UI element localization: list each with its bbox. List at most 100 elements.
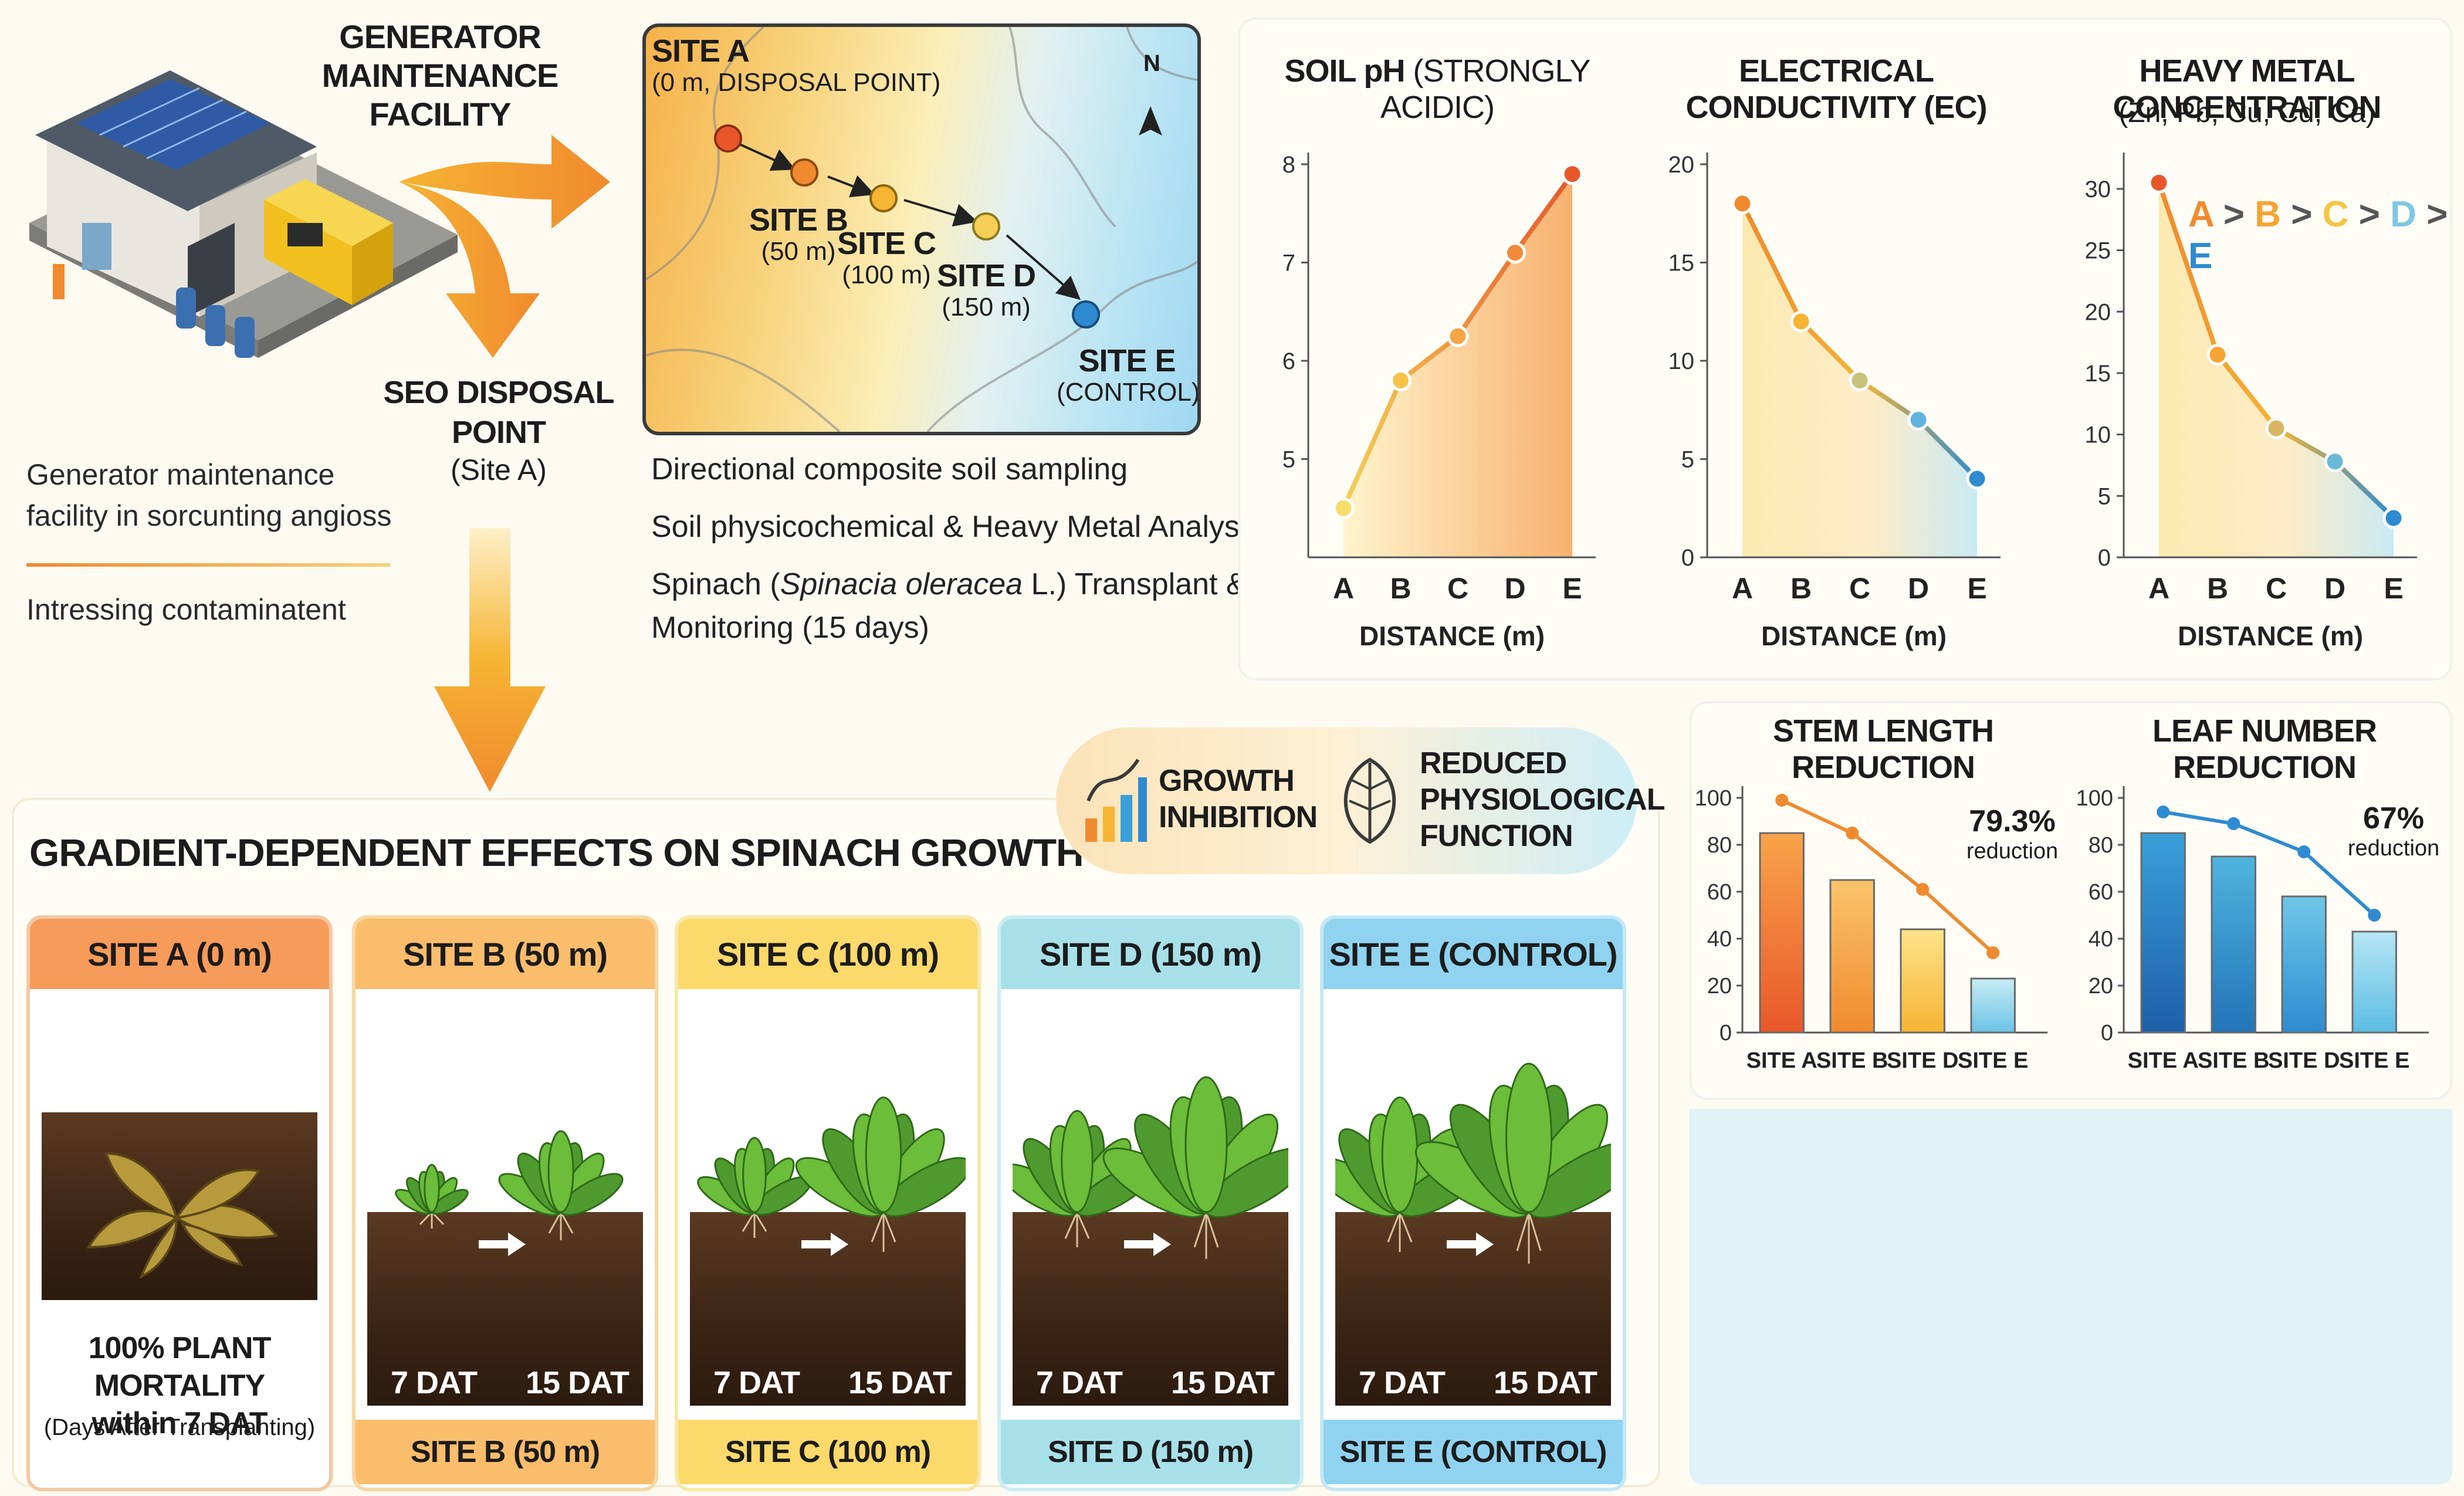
chart-0-point-B — [1390, 370, 1412, 391]
hm-order-gt-1: > — [2223, 194, 2245, 235]
growth-arrow-icon — [801, 1233, 848, 1256]
leaf-annotation-label: reduction — [2347, 836, 2440, 861]
growth-chart-icon — [1085, 759, 1147, 842]
bar-chart-3-trend-point-3 — [1986, 946, 2000, 959]
facility-title-line-3: FACILITY — [369, 96, 512, 133]
site-a-marker[interactable] — [714, 124, 742, 153]
site-e-name: SITE E — [1078, 343, 1176, 378]
site-d-name: SITE D — [936, 258, 1036, 293]
bar-chart-3-trend-point-0 — [1775, 794, 1789, 807]
chart-1-point-C — [1849, 370, 1871, 391]
chart-2-ytick-label: 25 — [2085, 238, 2111, 264]
leaf-annotation: 67% reduction — [2341, 801, 2446, 861]
bar-chart-3-xtick-label: SITE B — [1816, 1048, 1888, 1073]
site-a-name: SITE A — [652, 33, 750, 69]
bar-chart-4-trend-point-2 — [2297, 845, 2311, 858]
arrow-to-map-icon — [399, 135, 610, 229]
chart-2-point-D — [2324, 451, 2346, 473]
site-card-3-dat-15: 15 DAT — [1171, 1365, 1275, 1400]
method-3: Spinach (Spinacia oleracea L.) Transplan… — [651, 567, 1247, 602]
bar-chart-4-bar-2 — [2281, 895, 2327, 1034]
bar-chart-3-trend-point-1 — [1846, 827, 1859, 840]
stem-chart-title: STEM LENGTH REDUCTION — [1773, 713, 1994, 785]
bar-chart-4-bar-0 — [2140, 832, 2186, 1034]
chart-0-xtick-label: D — [1504, 572, 1525, 605]
chart-1-xtick-label: B — [1791, 572, 1812, 605]
hm-order-gt-3: > — [2358, 194, 2380, 235]
site-a-map-label: SITE A (0 m, DISPOSAL POINT) — [652, 34, 940, 97]
site-c-name: SITE C — [837, 226, 936, 261]
chart-2-xlabel: DISTANCE (m) — [2178, 621, 2363, 651]
chart-2-point-C — [2265, 417, 2287, 439]
legend-gradient-line — [26, 563, 390, 567]
method-1: Directional composite soil sampling — [651, 452, 1128, 486]
site-card-2-head: SITE C (100 m) — [678, 919, 977, 989]
compass-label: N — [1143, 50, 1160, 76]
leaf-annotation-value: 67% — [2363, 801, 2425, 835]
chart-0-ytick-label: 6 — [1282, 348, 1295, 374]
site-card-4-head: SITE E (CONTROL) — [1324, 919, 1623, 989]
site-e-sub: (CONTROL) — [1057, 378, 1200, 407]
chart-1-point-D — [1907, 409, 1930, 431]
site-b-name: SITE B — [749, 202, 848, 238]
sampling-map: N SITE A (0 m, DISPOSAL POINT) SITE B (5… — [642, 23, 1201, 435]
site-b-marker[interactable] — [790, 158, 818, 187]
spinach-7dat-icon — [395, 1164, 469, 1228]
chart-1-xtick-label: C — [1849, 572, 1870, 605]
site-d-marker[interactable] — [972, 212, 1000, 241]
bar-chart-4-xtick-label: SITE A — [2128, 1048, 2199, 1073]
chart-2-point-E — [2382, 507, 2405, 529]
site-card-1-foot: SITE B (50 m) — [356, 1420, 655, 1484]
badge-physio-line-2: PHYSIOLOGICAL — [1420, 783, 1665, 817]
chart-1-ytick-label: 20 — [1668, 152, 1695, 178]
site-e-marker[interactable] — [1072, 300, 1100, 329]
site-card-2-foot: SITE C (100 m) — [678, 1420, 977, 1484]
arrow-to-disposal-icon — [399, 182, 540, 358]
ph-title: SOIL pH — [1284, 53, 1405, 89]
chart-2-ytick-label: 20 — [2085, 299, 2111, 325]
hm-order-d: D — [2390, 194, 2416, 235]
bar-chart-4-xtick-label: SITE B — [2198, 1048, 2269, 1073]
site-card-4-plants — [1335, 1062, 1611, 1264]
site-card-1: SITE B (50 m) 7 DAT 15 DAT SITE B (50 m) — [352, 915, 658, 1491]
chart-1-ytick-label: 0 — [1681, 545, 1694, 571]
ec-chart-title: ELECTRICAL CONDUCTIVITY (EC) — [1685, 53, 1987, 125]
site-a-sub: (0 m, DISPOSAL POINT) — [652, 68, 941, 97]
bar-chart-4-ytick-label: 0 — [2101, 1021, 2113, 1045]
growth-arrow-icon — [1447, 1233, 1494, 1256]
chart-0-xtick-label: B — [1390, 572, 1411, 605]
site-card-4-dat-7: 7 DAT — [1359, 1365, 1446, 1400]
bar-chart-4-ytick-label: 80 — [2089, 833, 2113, 858]
site-a-mortality-note: (Days After Transplanting) — [43, 1414, 316, 1440]
chart-2-xtick-label: A — [2148, 572, 2169, 605]
chart-0-point-E — [1561, 163, 1583, 185]
chart-1-point-E — [1966, 468, 1988, 490]
site-card-1-head: SITE B (50 m) — [356, 919, 655, 989]
hm-order-c: C — [2322, 194, 2349, 235]
bar-chart-4-bar-3 — [2351, 930, 2397, 1034]
chart-2-point-B — [2206, 344, 2229, 366]
site-d-sub: (150 m) — [942, 293, 1031, 321]
badge-growth-line-1: GROWTH — [1159, 764, 1295, 798]
chart-2-ytick-label: 5 — [2098, 483, 2111, 509]
site-card-3-head: SITE D (150 m) — [1001, 919, 1300, 989]
leaf-chart-title: LEAF NUMBER REDUCTION — [2152, 713, 2377, 785]
bar-chart-4-ytick-label: 100 — [2076, 786, 2113, 811]
chart-2-ytick-label: 10 — [2085, 422, 2111, 448]
site-a-mortality-line-2: within 7 DAT — [92, 1406, 268, 1440]
growth-arrow-icon — [1124, 1233, 1171, 1256]
site-b-map-label: SITE B (50 m) — [734, 203, 863, 266]
chart-0-point-A — [1332, 497, 1355, 519]
site-a-mortality-line-1: 100% PLANT MORTALITY — [88, 1331, 272, 1403]
bar-chart-4-ytick-label: 60 — [2089, 880, 2113, 905]
badge-growth-text: GROWTH INHIBITION — [1159, 763, 1318, 835]
site-card-3-plants — [1013, 1076, 1288, 1259]
method-3-species: Spinacia oleracea — [780, 567, 1023, 601]
stem-annotation: 79.3% reduction — [1959, 804, 2065, 864]
badge-physio-text: REDUCED PHYSIOLOGICAL FUNCTION — [1420, 745, 1665, 854]
site-d-map-label: SITE D (150 m) — [922, 259, 1051, 322]
site-c-marker[interactable] — [869, 184, 898, 212]
hm-order-gt-2: > — [2291, 194, 2313, 235]
site-a-mortality: 100% PLANT MORTALITY within 7 DAT — [30, 1329, 329, 1442]
bar-chart-3-ytick-label: 60 — [1707, 880, 1732, 905]
